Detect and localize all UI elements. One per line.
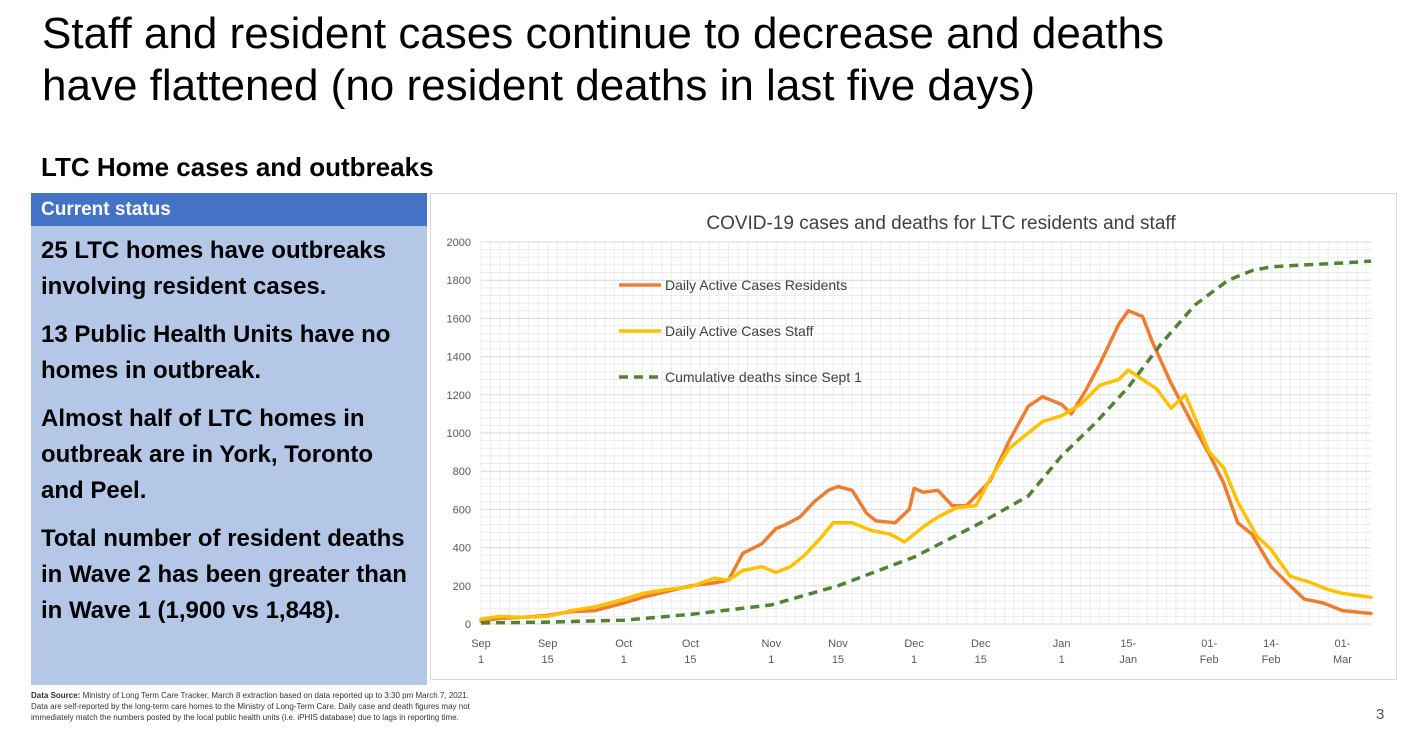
x-tick-label: Oct — [682, 638, 699, 650]
series-line-staff — [479, 368, 1373, 621]
section-heading: LTC Home cases and outbreaks — [41, 152, 434, 182]
legend-item-residents-label: Daily Active Cases Residents — [665, 277, 847, 293]
x-tick-label: Dec — [904, 638, 924, 650]
slide-title: Staff and resident cases continue to dec… — [42, 8, 1342, 112]
x-tick-label: Sep — [471, 638, 491, 650]
x-tick-label: 1 — [621, 654, 627, 666]
x-tick-label: Nov — [828, 638, 848, 650]
x-tick-label: 1 — [1059, 654, 1065, 666]
x-tick-label: 01- — [1201, 638, 1217, 650]
status-panel-body: 25 LTC homes have outbreaks involving re… — [41, 233, 421, 641]
legend-item-deaths-label: Cumulative deaths since Sept 1 — [665, 369, 862, 385]
x-tick-label: Dec — [971, 638, 991, 650]
series-line-deaths — [480, 259, 1372, 625]
status-panel: Current status 25 LTC homes have outbrea… — [31, 193, 427, 685]
x-tick-label: Nov — [762, 638, 782, 650]
source-note-text: Ministry of Long Term Care Tracker, Marc… — [31, 691, 470, 722]
status-item: Almost half of LTC homes in outbreak are… — [41, 405, 374, 504]
y-tick-label: 1200 — [447, 390, 471, 402]
y-tick-label: 1800 — [447, 275, 471, 287]
status-item: 13 Public Health Units have no homes in … — [41, 321, 391, 384]
status-panel-header: Current status — [31, 193, 427, 226]
status-item: 25 LTC homes have outbreaks involving re… — [41, 237, 386, 300]
y-tick-label: 800 — [453, 466, 471, 478]
x-tick-label: 15- — [1120, 638, 1136, 650]
source-note-label: Data Source: — [31, 691, 81, 700]
source-note: Data Source: Ministry of Long Term Care … — [31, 690, 471, 736]
chart-frame: COVID-19 cases and deaths for LTC reside… — [430, 193, 1397, 680]
x-tick-label: Jan — [1119, 654, 1137, 666]
y-tick-label: 400 — [453, 543, 471, 555]
x-tick-label: Jan — [1053, 638, 1071, 650]
x-tick-label: 15 — [832, 654, 844, 666]
x-tick-label: Feb — [1262, 654, 1281, 666]
x-tick-label: Mar — [1333, 654, 1352, 666]
chart-title: COVID-19 cases and deaths for LTC reside… — [706, 213, 1176, 234]
x-tick-label: 1 — [478, 654, 484, 666]
y-tick-label: 200 — [453, 581, 471, 593]
y-tick-label: 600 — [453, 504, 471, 516]
x-tick-label: 1 — [768, 654, 774, 666]
y-tick-label: 1400 — [447, 352, 471, 364]
x-tick-label: Sep — [538, 638, 558, 650]
y-tick-label: 1600 — [447, 313, 471, 325]
x-tick-label: 15 — [684, 654, 696, 666]
x-tick-label: Oct — [615, 638, 632, 650]
y-tick-label: 0 — [465, 619, 471, 631]
status-item: Total number of resident deaths in Wave … — [41, 525, 407, 624]
slide-title-line-1: Staff and resident cases continue to dec… — [42, 9, 1164, 58]
x-tick-label: 1 — [911, 654, 917, 666]
legend-item-staff-label: Daily Active Cases Staff — [665, 323, 813, 339]
x-tick-label: 15 — [542, 654, 554, 666]
y-tick-label: 2000 — [447, 237, 471, 249]
page-number: 3 — [1376, 706, 1385, 723]
slide-title-line-2: have flattened (no resident deaths in la… — [42, 61, 1036, 110]
x-tick-label: 15 — [975, 654, 987, 666]
x-tick-label: 14- — [1263, 638, 1279, 650]
y-tick-label: 1000 — [447, 428, 471, 440]
x-tick-label: 01- — [1334, 638, 1350, 650]
chart: COVID-19 cases and deaths for LTC reside… — [447, 213, 1373, 666]
x-tick-label: Feb — [1200, 654, 1219, 666]
